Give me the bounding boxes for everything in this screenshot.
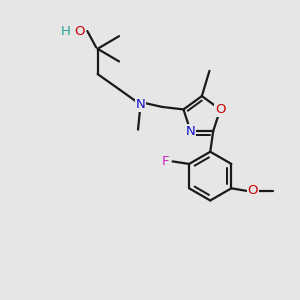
Text: O: O <box>215 103 226 116</box>
Text: N: N <box>186 124 195 137</box>
Text: F: F <box>161 155 169 168</box>
Text: N: N <box>136 98 146 111</box>
Text: H: H <box>61 25 70 38</box>
Text: O: O <box>75 25 85 38</box>
Text: O: O <box>248 184 258 197</box>
